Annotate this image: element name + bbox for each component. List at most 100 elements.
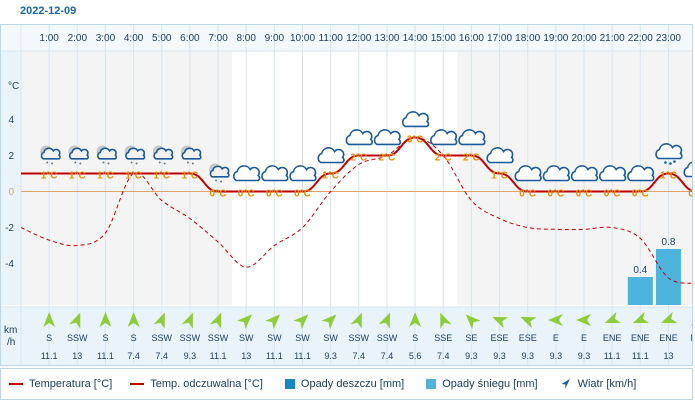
wind-speed: 11.1: [210, 351, 227, 361]
temperature-lines: [20, 136, 695, 284]
chart-legend: Temperatura [°C] Temp. odczuwalna [°C] O…: [0, 368, 693, 400]
wind-direction: SSW: [208, 333, 229, 343]
hour-header-strip: [1, 25, 692, 51]
temperature-label: 0°C: [519, 189, 536, 200]
feels-like-swatch: [130, 383, 145, 385]
y-tick-label: -4: [5, 259, 14, 270]
hour-label: 11:00: [319, 33, 344, 44]
wind-direction: SSE: [434, 333, 452, 343]
temperature-label: 1°C: [97, 170, 114, 181]
cloud-icon: [570, 165, 599, 182]
cloud-icon: [627, 165, 655, 182]
wind-arrow-icon: [661, 311, 678, 323]
wind-speed: 13: [663, 351, 673, 361]
wind-speed: 7.4: [127, 351, 140, 361]
cloudy-night-light-snow-icon: [40, 145, 61, 165]
hour-label: 12:00: [346, 33, 371, 44]
temperature-swatch: [9, 383, 23, 385]
wind-arrow-icon: [127, 312, 140, 327]
wind-arrow-icon: [99, 312, 112, 327]
cloudy-night-light-snow-icon: [180, 145, 202, 165]
temperature-label: 2°C: [435, 152, 452, 163]
wind-arrow-icon: [350, 312, 362, 329]
y-axis-background: [1, 51, 21, 305]
temperature-label: 0°C: [604, 189, 621, 200]
wind-speed: 13: [241, 351, 251, 361]
legend-snow-label: Opady śniegu [mm]: [442, 378, 538, 390]
wind-direction: SSW: [151, 333, 172, 343]
cloud-icon: [233, 165, 261, 182]
forecast-chart: 1:00 2:00 3:00 4:00 5:00 6:00 7:00 8:00 9:00 10:0…: [1, 25, 695, 365]
wind-arrow-icon: [321, 314, 337, 330]
cloudy-night-light-snow-icon: [209, 163, 230, 183]
hour-label: 8:00: [236, 33, 256, 44]
wind-direction: SE: [465, 333, 477, 343]
wind-arrow-icon: [265, 314, 281, 330]
hour-label: 9:00: [265, 33, 285, 44]
cloudy-night-light-snow-icon: [152, 145, 174, 165]
wind-arrow-icon: [576, 314, 591, 326]
wind-speed: 7.4: [437, 351, 450, 361]
wind-direction: SSW: [67, 333, 88, 343]
cloud-icon: [289, 165, 317, 182]
hour-label: 1:00: [39, 33, 59, 44]
snow-swatch: [426, 379, 437, 389]
wind-arrow-icon: [237, 314, 252, 330]
legend-snow: Opady śniegu [mm]: [426, 378, 538, 390]
hour-label: 2:00: [68, 33, 88, 44]
temperature-label: 1°C: [41, 170, 58, 181]
wind-direction: S: [102, 333, 108, 343]
hour-label: 20:00: [571, 33, 596, 44]
y-tick-label: 0: [8, 187, 14, 198]
hour-labels: 1:00 2:00 3:00 4:00 5:00 6:00 7:00 8:00 9:00 10:0…: [39, 33, 681, 44]
hour-label: 22:00: [628, 33, 653, 44]
wind-row-background: [1, 307, 692, 365]
temperature-label: 0°C: [238, 189, 255, 200]
wind-speed: 7.4: [155, 351, 168, 361]
wind-arrow-icon: [465, 314, 481, 330]
cloudy-night-light-snow-icon: [124, 145, 146, 165]
wind-direction: SSW: [377, 333, 398, 343]
wind-arrow-icon: [69, 312, 81, 329]
wind-unit-h: /h: [7, 337, 15, 348]
snow-bar-label: 0.4: [633, 265, 647, 276]
wind-arrow-icon: [181, 312, 193, 329]
temperature-label: 0°C: [547, 189, 564, 200]
wind-direction: S: [412, 333, 418, 343]
temperature-label: 0°C: [576, 189, 593, 200]
wind-direction: E: [553, 333, 559, 343]
wind-speed: 5.6: [409, 351, 422, 361]
wind-speed: 11.1: [604, 351, 621, 361]
wind-speed: 11.1: [266, 351, 283, 361]
temperature-label: 0°C: [632, 189, 649, 200]
cloud-icon: [598, 165, 627, 182]
y-tick-label: 2: [8, 151, 14, 162]
forecast-date: 2022-12-09: [20, 5, 77, 17]
wind-direction: NE: [690, 333, 692, 343]
wind-arrow-icon: [440, 312, 452, 329]
wind-direction: SW: [323, 333, 338, 343]
wind-arrow-icon: [604, 311, 621, 323]
temperature-label: 2°C: [463, 152, 480, 163]
temperature-label: 2°C: [350, 152, 367, 163]
forecast-chart-frame: 1:00 2:00 3:00 4:00 5:00 6:00 7:00 8:00 9:00 10:0…: [0, 24, 695, 366]
cloud-icon: [373, 129, 402, 146]
wind-arrow-icon: [153, 312, 165, 329]
temperature-label: 2°C: [379, 152, 396, 163]
wind-arrow-icon: [43, 312, 56, 327]
hour-label: 6:00: [180, 33, 200, 44]
wind-direction: ESE: [519, 333, 537, 343]
snow-bar: [627, 277, 653, 305]
cloud-icon: [430, 129, 458, 146]
wind-arrow-icon: [492, 316, 509, 329]
cloud-snow-icon: [655, 143, 683, 165]
cloud-icon: [486, 147, 514, 164]
wind-speed: 9.3: [550, 351, 563, 361]
y-tick-label: -2: [5, 223, 14, 234]
wind-speed: 11.1: [97, 351, 114, 361]
hour-label: 3:00: [96, 33, 116, 44]
hour-label: 17:00: [487, 33, 512, 44]
grid-lines: [1, 25, 692, 365]
cloud-icon: [514, 165, 542, 182]
cloud-icon: [542, 165, 570, 182]
